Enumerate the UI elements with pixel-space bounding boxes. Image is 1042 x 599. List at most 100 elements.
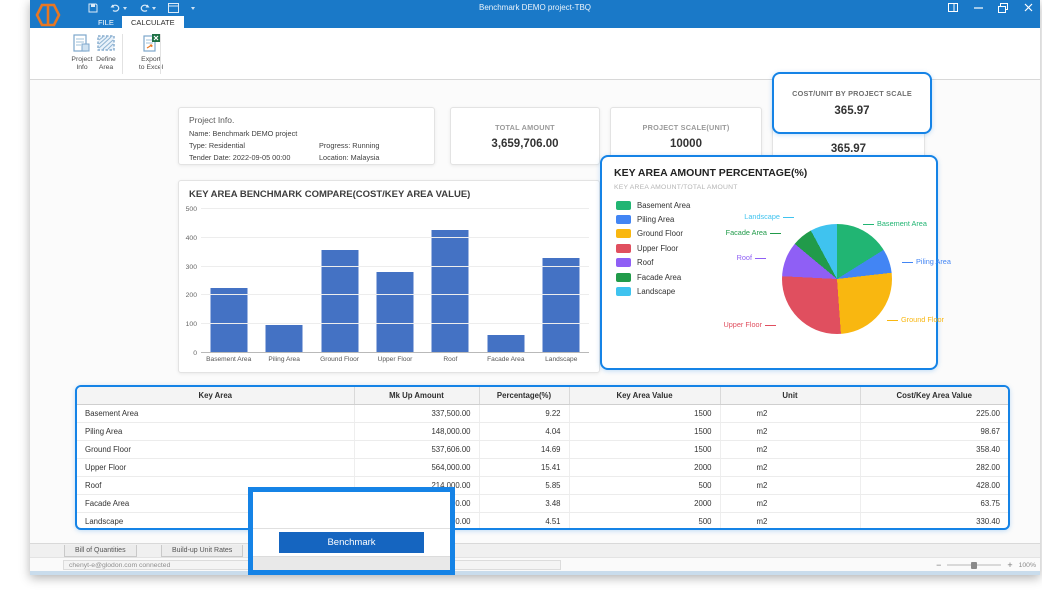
table-cell: 4.51 (479, 512, 570, 528)
table-cell: 63.75 (860, 494, 1008, 513)
legend-label: Landscape (637, 287, 676, 297)
toolbar-customize-caret[interactable] (191, 6, 195, 10)
tab-file[interactable]: FILE (98, 17, 114, 27)
popup-footer (253, 556, 450, 570)
undo-dropdown-caret[interactable] (123, 6, 127, 10)
minimize-button[interactable] (972, 2, 984, 13)
legend-item: Facade Area (616, 270, 690, 284)
legend-item: Landscape (616, 284, 690, 298)
legend-swatch (616, 272, 631, 282)
legend-label: Upper Floor (637, 243, 679, 253)
bar-gridline (201, 323, 589, 325)
table-cell: 98.67 (860, 422, 1008, 441)
table-cell: Basement Area (77, 404, 355, 423)
legend-swatch (616, 258, 631, 268)
table-row[interactable]: Roof 214,000.00 5.85 500 m2 428.00 (77, 476, 1008, 495)
title-bar: Benchmark DEMO project-TBQ (30, 0, 1040, 16)
bar-y-tick: 500 (185, 206, 197, 213)
zoom-slider[interactable] (947, 561, 1002, 569)
table-cell: 428.00 (860, 476, 1008, 495)
cost-unit-callout-value: 365.97 (834, 105, 870, 117)
bar-chart-categories: Basement Area Piling Area Ground Floor Uppe… (201, 356, 589, 363)
total-amount-label: TOTAL AMOUNT (495, 122, 555, 132)
project-info-button[interactable]: Project Info (61, 32, 103, 76)
zoom-slider-thumb[interactable] (971, 561, 978, 569)
tab-calculate[interactable]: CALCULATE (122, 16, 184, 28)
project-info-panel: Project Info. Name: Benchmark DEMO proje… (178, 107, 435, 165)
bar-y-tick: 400 (185, 234, 197, 242)
bar-chart-panel: KEY AREA BENCHMARK COMPARE(COST/KEY AREA… (178, 180, 600, 373)
bottom-tab-bar: Bill of Quantities Build-up Unit Rates (30, 543, 1040, 557)
table-cell: 1500 (569, 422, 721, 441)
app-logo-icon[interactable] (35, 2, 61, 28)
table-cell: 148,000.00 (354, 422, 480, 441)
pie-chart-title: KEY AREA AMOUNT PERCENTAGE(%) (614, 167, 808, 179)
table-cell: 2000 (569, 494, 721, 513)
bar-gridline (201, 208, 589, 209)
pie-chart-panel: KEY AREA AMOUNT PERCENTAGE(%) KEY AREA A… (600, 155, 951, 370)
table-row[interactable]: Ground Floor 537,606.00 14.69 1500 m2 358.40 (77, 440, 1008, 459)
table-row[interactable]: Upper Floor 564,000.00 15.41 2000 m2 282.00 (77, 458, 1008, 477)
table-cell: Ground Floor (77, 440, 355, 459)
bar-gridline (201, 294, 589, 296)
tab-build-up-unit-rates[interactable]: Build-up Unit Rates (161, 545, 244, 557)
table-cell: 1500 (569, 404, 721, 423)
restore-button[interactable] (997, 2, 1009, 13)
undo-icon[interactable] (110, 3, 127, 13)
view-switch-icon[interactable] (947, 2, 959, 13)
close-button[interactable] (1022, 2, 1034, 13)
table-column-header: Key Area (77, 387, 355, 405)
export-to-excel-button[interactable]: Export to Excel (130, 32, 172, 76)
bar-category-label: Roof (443, 356, 458, 363)
bar-facade-area (487, 334, 525, 353)
bar-y-tick: 0 (193, 350, 197, 357)
cost-unit-callout: COST/UNIT BY PROJECT SCALE 365.97 (772, 72, 932, 134)
table-column-header: Percentage(%) (479, 387, 570, 405)
ribbon: Project Info Define Area Export to Excel (30, 28, 1040, 80)
legend-swatch (616, 243, 631, 253)
bar-category-label: Ground Floor (320, 356, 359, 363)
project-tender-date: Tender Date: 2022-09-05 00:00 (189, 153, 291, 162)
table-cell: 14.69 (479, 440, 570, 459)
legend-item: Piling Area (616, 212, 690, 226)
table-cell: 282.00 (860, 458, 1008, 477)
table-cell: 337,500.00 (354, 404, 480, 423)
save-icon[interactable] (88, 3, 98, 13)
pie-label-piling-area: Piling Area (899, 257, 951, 266)
legend-label: Ground Floor (637, 229, 683, 239)
window-bottom-edge (30, 571, 1040, 575)
legend-item: Upper Floor (616, 241, 690, 255)
status-bar: chenyt-e@glodon.com connected − + 100% (30, 557, 1040, 571)
bar-gridline (201, 352, 589, 353)
key-area-table-panel: Key Area Mk Up Amount Percentage(%) Key Are… (75, 385, 1010, 530)
bar-piling-area (265, 324, 303, 353)
table-cell: m2 (720, 422, 861, 441)
app-window: Benchmark DEMO project-TBQ FILE CALCULAT… (30, 0, 1040, 575)
table-row[interactable]: Basement Area 337,500.00 9.22 1500 m2 225.00 (77, 404, 1008, 423)
bar-gridline (201, 236, 589, 238)
project-location: Location: Malaysia (319, 153, 380, 162)
bar-roof (431, 229, 469, 353)
window-layout-icon[interactable] (168, 3, 179, 13)
define-area-button[interactable]: Define Area (85, 32, 127, 76)
zoom-in-button[interactable]: + (1007, 559, 1013, 570)
ribbon-separator (160, 34, 161, 74)
redo-icon[interactable] (139, 3, 156, 13)
pie-chart (782, 224, 892, 334)
legend-item: Ground Floor (616, 227, 690, 241)
redo-dropdown-caret[interactable] (152, 6, 156, 10)
ribbon-separator (122, 34, 123, 74)
zoom-out-button[interactable]: − (936, 559, 942, 570)
table-row[interactable]: Piling Area 148,000.00 4.04 1500 m2 98.67 (77, 422, 1008, 441)
benchmark-button[interactable]: Benchmark (279, 532, 424, 553)
bar-category-label: Landscape (545, 356, 578, 363)
project-type: Type: Residential (189, 141, 245, 150)
table-cell: 500 (569, 512, 721, 528)
popup-divider (253, 528, 450, 529)
bar-upper-floor (376, 271, 414, 353)
tab-bill-of-quantities[interactable]: Bill of Quantities (64, 545, 137, 557)
bar-category-label: Upper Floor (377, 356, 413, 363)
table-cell: 225.00 (860, 404, 1008, 423)
